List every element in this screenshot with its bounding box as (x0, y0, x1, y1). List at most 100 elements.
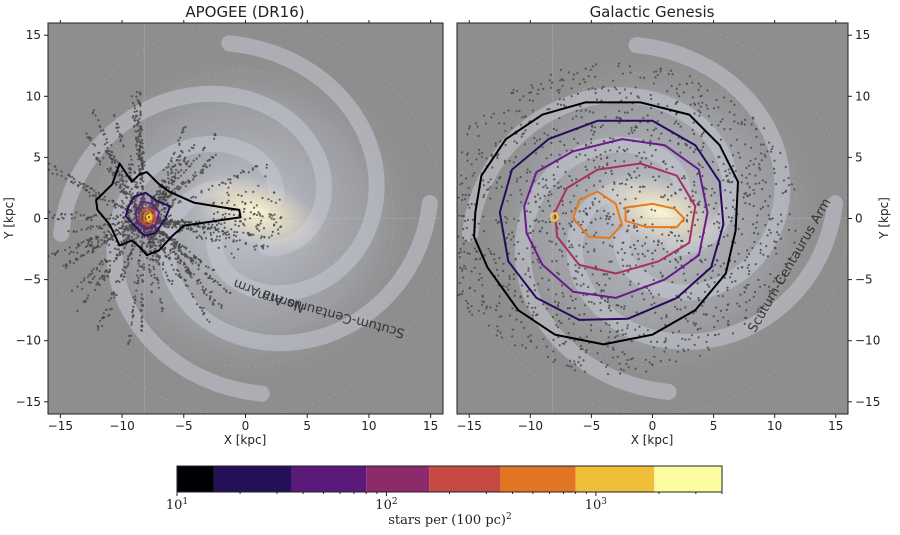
star-point (732, 165, 735, 168)
x-tick-label: 15 (423, 419, 438, 433)
star-point (150, 274, 153, 277)
star-point (750, 146, 753, 149)
star-point (542, 87, 545, 91)
star-point (96, 225, 99, 228)
star-point (157, 203, 160, 206)
star-point (646, 128, 649, 131)
star-point (179, 245, 182, 248)
star-point (133, 104, 136, 107)
star-point (242, 231, 245, 234)
star-point (659, 68, 662, 71)
star-point (571, 246, 574, 249)
star-point (453, 235, 455, 237)
colorbar-bin (500, 466, 576, 492)
star-point (208, 320, 211, 323)
star-point (211, 301, 214, 304)
star-point (184, 161, 187, 164)
star-point (641, 252, 644, 256)
star-point (578, 356, 581, 359)
star-point (678, 188, 681, 191)
star-point (189, 274, 192, 277)
star-point (753, 192, 756, 195)
star-point (659, 271, 662, 274)
star-point (114, 224, 117, 227)
star-point (657, 103, 660, 106)
star-point (694, 322, 698, 325)
star-point (458, 281, 461, 284)
star-point (167, 195, 170, 198)
star-point (86, 297, 89, 300)
star-point (768, 195, 772, 198)
star-point (592, 203, 595, 206)
star-point (154, 258, 157, 262)
star-point (643, 185, 646, 188)
star-point (468, 252, 471, 255)
star-point (731, 280, 734, 284)
star-point (705, 340, 708, 343)
star-point (123, 275, 126, 278)
star-point (122, 225, 125, 228)
star-point (214, 153, 217, 156)
star-point (684, 197, 687, 200)
star-point (612, 137, 615, 140)
star-point (636, 95, 639, 98)
star-point (114, 206, 117, 209)
star-point (753, 290, 757, 294)
star-point (197, 268, 200, 271)
star-point (134, 295, 137, 298)
star-point (228, 213, 231, 216)
star-point (713, 281, 716, 284)
star-point (142, 268, 145, 271)
star-point (138, 265, 141, 268)
star-point (754, 226, 758, 229)
star-point (536, 122, 539, 125)
star-point (752, 188, 755, 192)
star-point (619, 202, 622, 205)
star-point (88, 191, 91, 194)
star-point (504, 215, 507, 219)
star-point (733, 120, 736, 123)
star-point (555, 243, 558, 246)
density-contours (473, 101, 739, 346)
star-point (124, 234, 127, 237)
star-point (680, 264, 683, 267)
star-point (575, 109, 578, 112)
star-point (121, 182, 124, 186)
star-point (602, 241, 605, 244)
star-point (656, 73, 659, 77)
star-point (121, 199, 124, 203)
star-point (177, 139, 180, 142)
star-point (623, 88, 627, 91)
star-point (100, 243, 103, 246)
star-point (595, 231, 598, 234)
star-point (732, 199, 735, 202)
star-point (110, 307, 113, 311)
star-point (106, 167, 109, 171)
star-point (243, 224, 246, 227)
star-point (213, 226, 216, 229)
star-point (495, 304, 499, 308)
star-point (121, 231, 124, 234)
star-point (156, 205, 159, 208)
star-point (111, 199, 114, 202)
star-point (482, 312, 486, 315)
star-point (608, 324, 611, 327)
density-contours (95, 162, 242, 257)
star-point (697, 109, 700, 112)
star-point (482, 179, 485, 182)
star-point (557, 336, 560, 339)
star-point (672, 331, 675, 334)
star-point (177, 156, 180, 159)
star-point (251, 168, 254, 171)
star-point (498, 315, 501, 318)
star-point (581, 274, 584, 277)
star-point (163, 250, 166, 253)
star-point (134, 221, 137, 224)
star-point (514, 155, 517, 159)
star-point (651, 258, 654, 261)
spiral-arm (158, 181, 438, 352)
star-point (609, 137, 612, 140)
star-point (558, 88, 561, 91)
star-point (129, 194, 132, 197)
